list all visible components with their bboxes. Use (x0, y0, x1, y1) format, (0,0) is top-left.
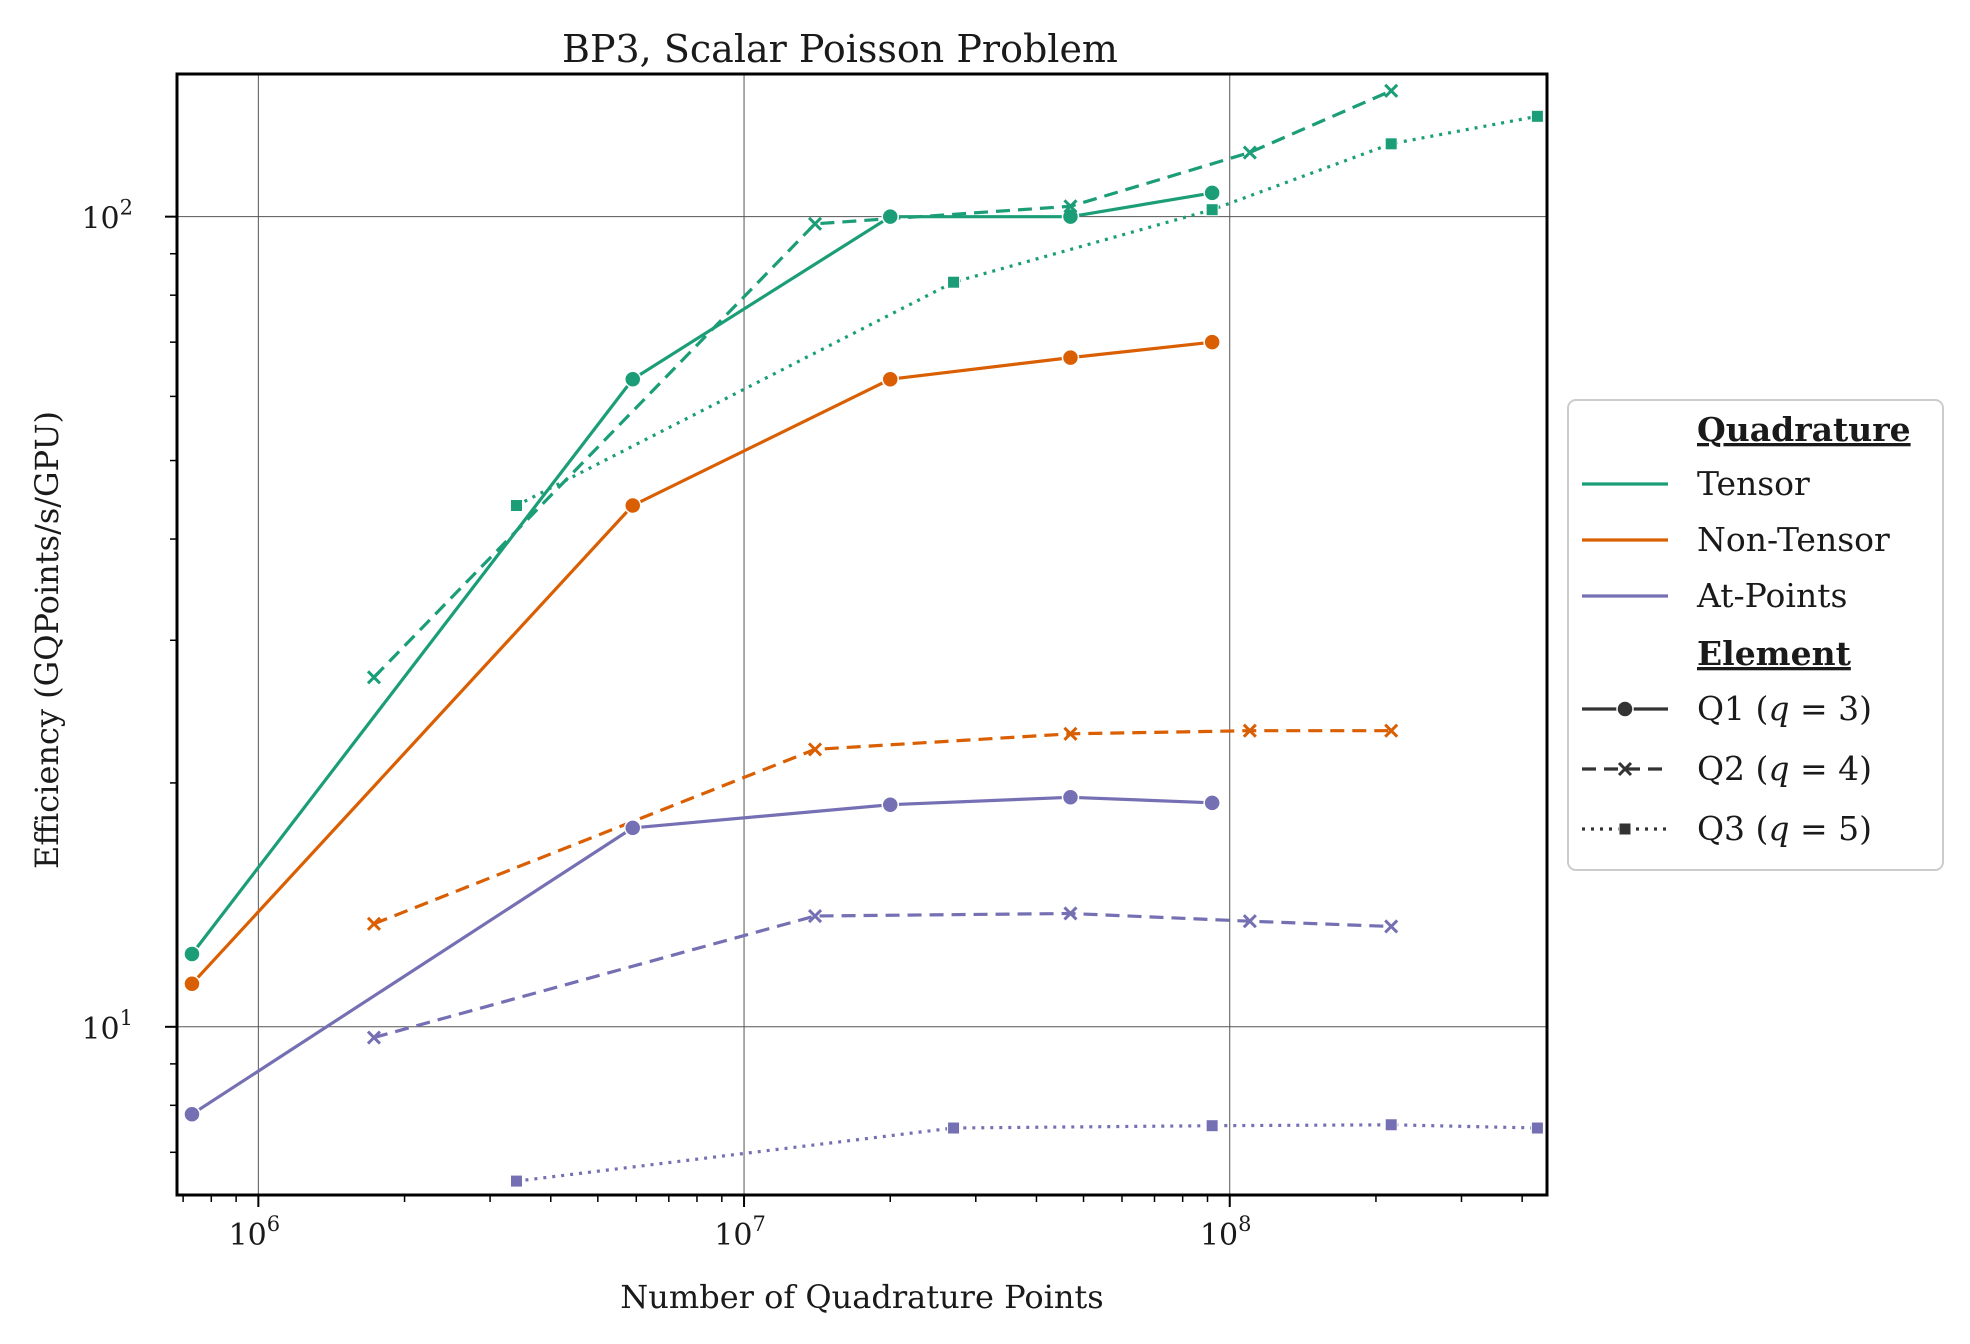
data-point-non-tensor-q1 (623, 496, 642, 515)
legend-marker-element-1 (1616, 700, 1634, 718)
data-point-tensor-q1 (183, 945, 201, 963)
x-axis-label: Number of Quadrature Points (620, 1278, 1103, 1316)
series-line-non-tensor-q2 (373, 729, 1392, 926)
data-point-tensor-q2 (1063, 199, 1078, 214)
data-point-non-tensor-q1 (1203, 333, 1221, 351)
data-point-tensor-q2 (1242, 145, 1257, 160)
data-point-at-points-q3 (1384, 1118, 1398, 1132)
legend-label-at-points: At-Points (1696, 576, 1847, 615)
data-point-at-points-q2 (807, 908, 823, 924)
data-point-non-tensor-q2-stroke (366, 916, 382, 931)
y-tick-label: 102 (81, 196, 133, 237)
data-point-non-tensor-q2 (1384, 723, 1399, 738)
series-line-tensor-q3 (515, 114, 1538, 507)
legend-label-non-tensor: Non-Tensor (1697, 520, 1890, 559)
legend-title-element: Element (1697, 634, 1852, 673)
data-point-tensor-q2 (807, 216, 823, 231)
data-point-non-tensor-q2-stroke (1242, 723, 1257, 738)
data-point-at-points-q3 (947, 1121, 961, 1135)
series-line-at-points-q1 (191, 795, 1213, 1116)
plot-frame (175, 72, 1549, 1197)
data-point-non-tensor-q2-stroke (1384, 723, 1399, 738)
series-line-non-tensor-q1 (190, 340, 1213, 985)
data-point-tensor-q3 (1205, 203, 1219, 217)
data-point-at-points-q1 (1203, 794, 1221, 812)
data-point-at-points-q3 (509, 1174, 523, 1188)
data-point-at-points-q3 (1205, 1119, 1219, 1133)
data-point-tensor-q1 (1061, 207, 1080, 226)
data-point-non-tensor-q1 (1061, 348, 1080, 367)
data-point-tensor-q2 (1384, 83, 1399, 98)
legend-label-element-3: Q3 (q = 5) (1697, 809, 1872, 848)
data-point-at-points-q1 (623, 819, 642, 837)
data-point-non-tensor-q2 (1242, 723, 1257, 738)
data-point-at-points-q2 (1384, 919, 1399, 934)
x-tick-label: 106 (229, 1212, 281, 1253)
data-point-at-points-q3 (1530, 1121, 1544, 1135)
x-tick-label: 107 (714, 1212, 766, 1253)
markers-group (183, 83, 1544, 1188)
axis-ticks: 106 107 108 101 102 (81, 196, 1523, 1253)
y-tick-label: 101 (81, 1006, 133, 1047)
data-point-non-tensor-q2-stroke (807, 742, 823, 757)
data-point-at-points-q2-stroke (807, 908, 823, 924)
data-point-at-points-q2 (1242, 914, 1257, 929)
data-point-tensor-q3 (1530, 109, 1544, 123)
legend-title-quadrature: Quadrature (1697, 410, 1911, 449)
data-point-non-tensor-q2 (1063, 726, 1078, 741)
data-point-non-tensor-q1 (881, 370, 900, 388)
data-point-tensor-q3 (1384, 137, 1398, 151)
series-group (190, 89, 1538, 1183)
legend-box (1567, 399, 1944, 871)
legend-marker-element-2-stroke (1617, 761, 1633, 777)
data-point-tensor-q1 (881, 207, 900, 226)
series-line-tensor-q1 (190, 191, 1213, 955)
legend-label-element-1: Q1 (q = 3) (1697, 689, 1872, 728)
legend-label-tensor: Tensor (1697, 464, 1810, 503)
legend-marker-element-2 (1617, 761, 1633, 777)
data-point-tensor-q3 (509, 499, 523, 513)
data-point-at-points-q2 (366, 1030, 382, 1045)
data-point-at-points-q2-stroke (1063, 906, 1078, 921)
data-point-tensor-q2 (366, 670, 382, 685)
grid (177, 74, 1547, 1195)
data-point-tensor-q2-stroke (1063, 199, 1078, 214)
data-point-tensor-q3 (947, 275, 961, 289)
series-line-at-points-q2 (373, 911, 1392, 1040)
data-point-tensor-q1 (1203, 184, 1221, 202)
data-point-non-tensor-q2 (807, 742, 823, 757)
data-point-at-points-q1 (1061, 788, 1080, 807)
data-point-tensor-q1 (623, 370, 642, 388)
legend: Quadrature Tensor Non-Tensor At-Points Ele… (1567, 399, 1944, 871)
chart-title: BP3, Scalar Poisson Problem (562, 27, 1118, 71)
data-point-tensor-q2-stroke (366, 670, 382, 685)
data-point-at-points-q2-stroke (366, 1030, 382, 1045)
legend-label-element-2: Q2 (q = 4) (1697, 749, 1872, 788)
data-point-at-points-q1 (183, 1105, 201, 1123)
data-point-tensor-q2-stroke (1242, 145, 1257, 160)
series-line-at-points-q3 (516, 1123, 1538, 1183)
data-point-non-tensor-q1 (183, 975, 201, 993)
data-point-non-tensor-q2 (366, 916, 382, 931)
y-axis-label: Efficiency (GQPoints/s/GPU) (28, 411, 66, 869)
data-point-at-points-q1 (881, 795, 900, 814)
legend-marker-element-3 (1618, 822, 1632, 836)
data-point-at-points-q2-stroke (1242, 914, 1257, 929)
data-point-at-points-q2 (1063, 906, 1078, 921)
data-point-tensor-q2-stroke (807, 216, 823, 231)
x-tick-label: 108 (1200, 1212, 1252, 1253)
data-point-non-tensor-q2-stroke (1063, 726, 1078, 741)
data-point-at-points-q2-stroke (1384, 919, 1399, 934)
data-point-tensor-q2-stroke (1384, 83, 1399, 98)
